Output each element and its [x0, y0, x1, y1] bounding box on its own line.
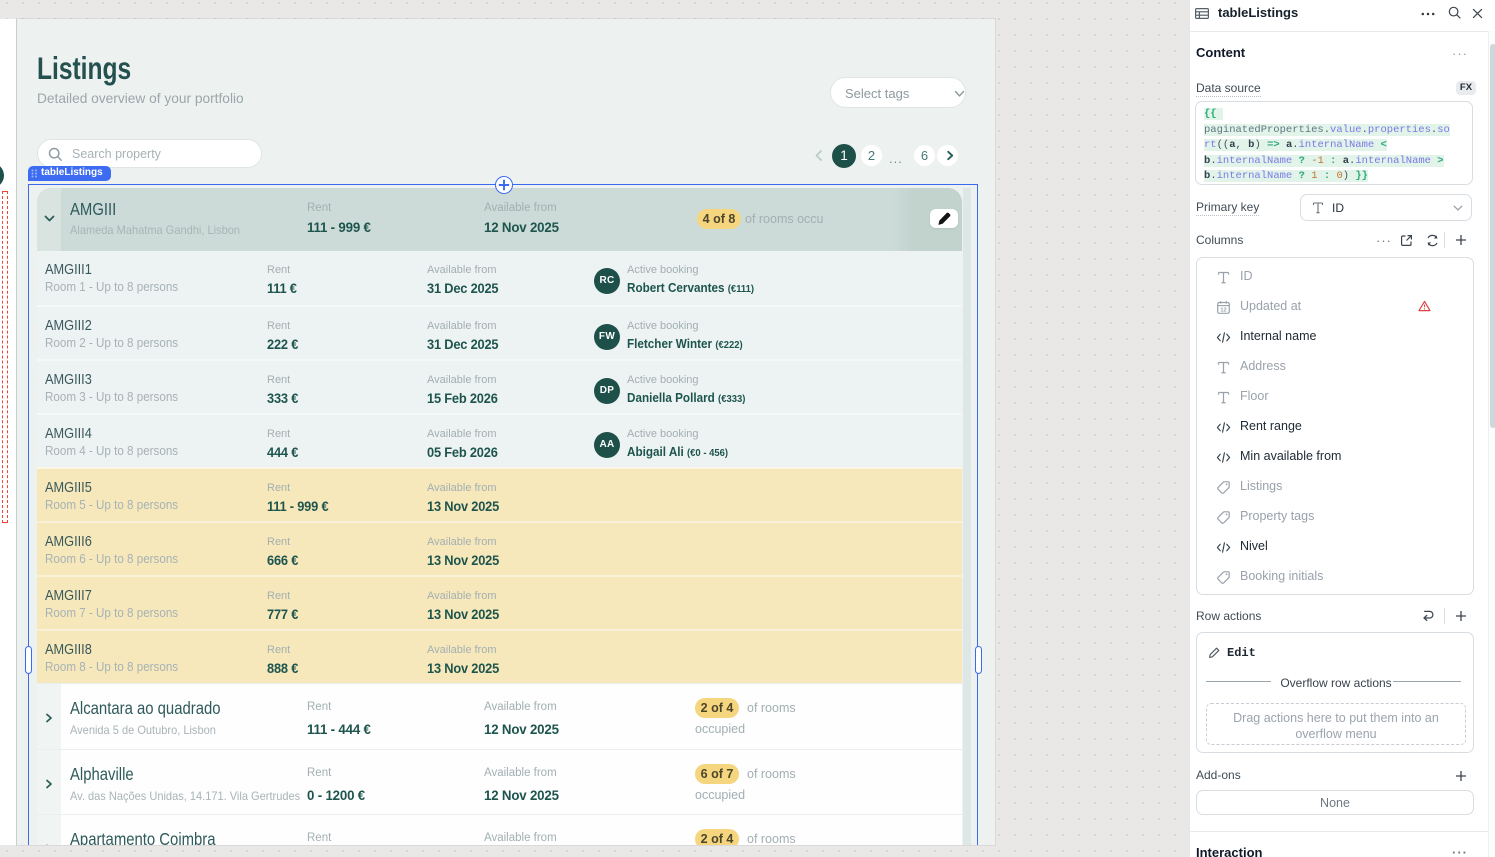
svg-text:12: 12: [1221, 307, 1227, 313]
